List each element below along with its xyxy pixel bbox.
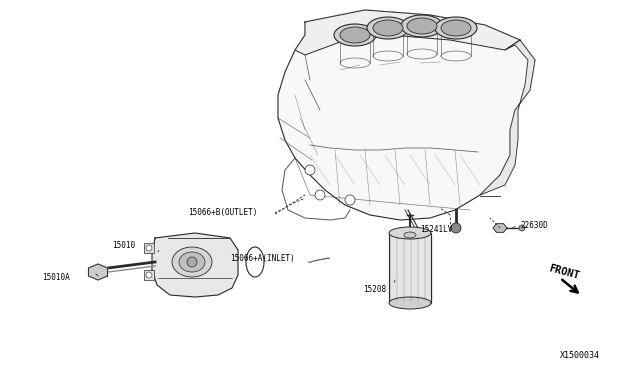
- Circle shape: [315, 190, 325, 200]
- Ellipse shape: [373, 20, 403, 36]
- Ellipse shape: [389, 227, 431, 239]
- Text: 22630D: 22630D: [520, 221, 548, 231]
- Polygon shape: [493, 224, 507, 232]
- Ellipse shape: [401, 15, 443, 37]
- Bar: [144, 243, 154, 253]
- Ellipse shape: [404, 232, 416, 238]
- Circle shape: [146, 272, 152, 278]
- Text: 15010: 15010: [112, 241, 135, 250]
- Text: 15241LV: 15241LV: [420, 225, 452, 234]
- Ellipse shape: [389, 297, 431, 309]
- Ellipse shape: [340, 27, 370, 43]
- Text: 15066+A(INLET): 15066+A(INLET): [230, 253, 295, 263]
- Polygon shape: [295, 10, 520, 55]
- Text: 15010A: 15010A: [42, 273, 70, 282]
- Bar: [144, 270, 154, 280]
- Circle shape: [146, 245, 152, 251]
- Circle shape: [305, 165, 315, 175]
- Ellipse shape: [367, 17, 409, 39]
- Circle shape: [187, 257, 197, 267]
- Text: 15066+B(OUTLET): 15066+B(OUTLET): [188, 208, 257, 217]
- Ellipse shape: [334, 24, 376, 46]
- Ellipse shape: [179, 252, 205, 272]
- Polygon shape: [480, 40, 535, 195]
- Text: FRONT: FRONT: [548, 263, 580, 281]
- Polygon shape: [88, 264, 108, 280]
- Polygon shape: [152, 233, 238, 297]
- Text: X1500034: X1500034: [560, 350, 600, 359]
- Circle shape: [345, 195, 355, 205]
- Circle shape: [519, 225, 525, 231]
- Bar: [389, 233, 431, 303]
- Text: 15208: 15208: [363, 285, 386, 295]
- Ellipse shape: [435, 17, 477, 39]
- Polygon shape: [278, 10, 535, 220]
- Circle shape: [451, 223, 461, 233]
- Ellipse shape: [407, 18, 437, 34]
- Ellipse shape: [172, 247, 212, 277]
- Ellipse shape: [441, 20, 471, 36]
